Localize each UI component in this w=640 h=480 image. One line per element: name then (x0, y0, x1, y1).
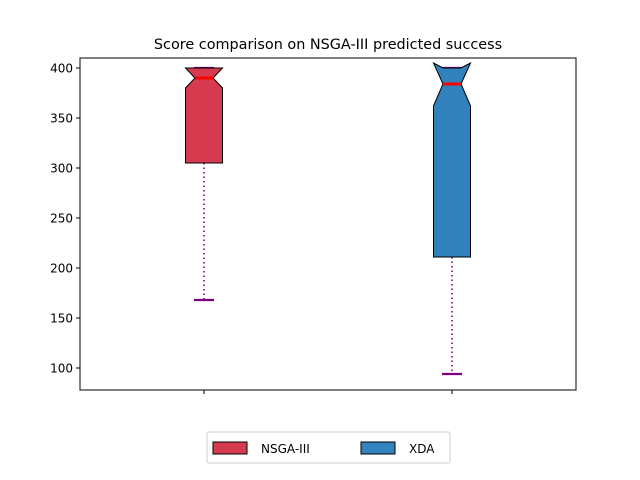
y-axis: 100 150 200 250 300 350 400 (50, 62, 80, 376)
box-body (432, 61, 472, 258)
plot-area (184, 61, 472, 376)
box-group-nsga-iii (184, 66, 224, 302)
y-tick-label: 300 (50, 162, 73, 176)
box-body (184, 67, 224, 164)
y-tick-label: 250 (50, 212, 73, 226)
legend-label: NSGA-III (261, 442, 310, 456)
box-group-xda (432, 61, 472, 376)
legend-frame (206, 431, 451, 464)
x-axis (203, 390, 453, 394)
y-tick-label: 400 (50, 62, 73, 76)
plot-frame (79, 57, 577, 391)
legend-swatch (212, 441, 248, 455)
y-tick-label: 100 (50, 362, 73, 376)
y-tick-label: 150 (50, 312, 73, 326)
legend-label: XDA (409, 442, 435, 456)
legend: NSGA-III XDA (206, 431, 451, 464)
legend-swatch (360, 441, 396, 455)
y-tick-label: 350 (50, 112, 73, 126)
y-tick-label: 200 (50, 262, 73, 276)
chart-title: Score comparison on NSGA-III predicted s… (154, 37, 502, 53)
